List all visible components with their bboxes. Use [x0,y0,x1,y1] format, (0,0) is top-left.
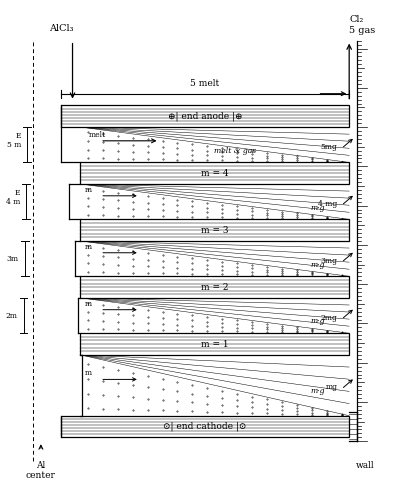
Bar [80,333,349,355]
Text: 2mg: 2mg [320,313,338,322]
Bar [60,416,349,437]
Text: m·g: m·g [310,387,325,395]
Text: AlCl₃: AlCl₃ [49,24,73,34]
Text: m·g: m·g [310,260,325,269]
Text: m = 2: m = 2 [201,283,228,292]
Text: Al
center: Al center [26,461,56,480]
Bar [80,162,349,184]
Text: ⊙| end cathode |⊙: ⊙| end cathode |⊙ [163,422,247,431]
Text: 3m: 3m [7,255,19,262]
Text: m: m [84,369,92,378]
Text: 2m: 2m [6,312,18,320]
Text: m = 3: m = 3 [201,226,228,235]
Text: E: E [14,189,20,197]
Text: Cl₂
5 gas: Cl₂ 5 gas [349,15,375,35]
Text: melt & gas: melt & gas [213,147,256,155]
Text: m: m [84,186,92,194]
Text: 5mg: 5mg [320,143,338,151]
Bar [80,219,349,241]
Text: wall: wall [356,461,374,470]
Text: m: m [84,300,92,308]
Text: m·g: m·g [310,317,325,326]
Text: 4 m: 4 m [6,198,20,206]
Bar [80,277,349,298]
Text: 5 m: 5 m [7,141,21,149]
Text: m: m [84,243,92,251]
Text: E: E [16,132,21,140]
Text: ⊕| end anode |⊕: ⊕| end anode |⊕ [168,111,242,121]
Text: m = 4: m = 4 [201,169,228,178]
Bar [60,105,349,127]
Text: 5 melt: 5 melt [190,79,220,88]
Text: melt: melt [88,131,105,139]
Text: m·g: m·g [310,204,325,211]
Text: mg: mg [325,383,338,391]
Text: m = 1: m = 1 [201,340,228,348]
Text: 4 mg: 4 mg [318,200,338,208]
Text: 3mg: 3mg [320,257,338,264]
